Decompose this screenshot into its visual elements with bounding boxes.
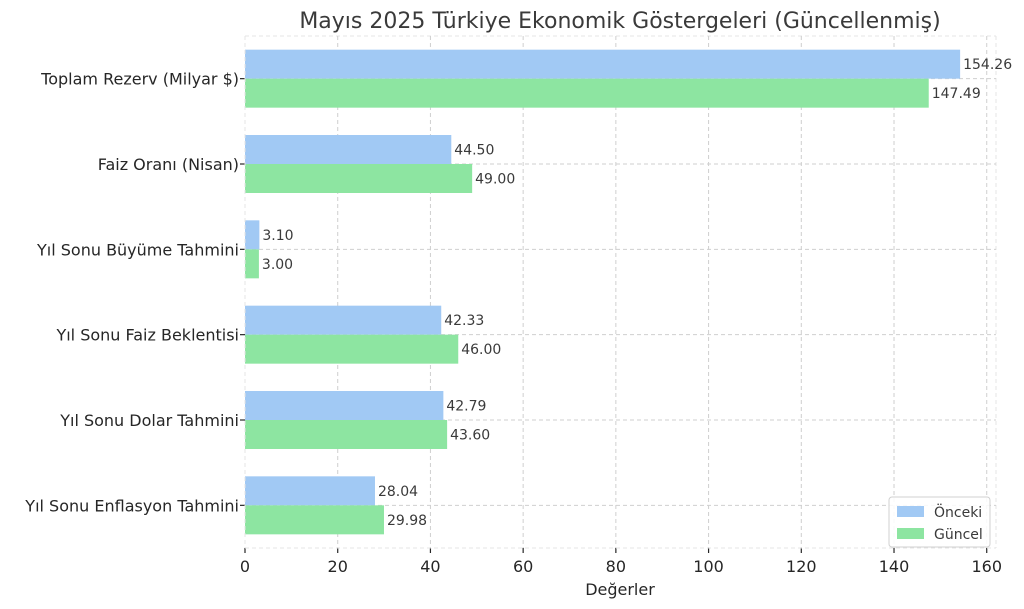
bar-value-label: 3.10 <box>262 228 293 244</box>
bar-onceki <box>245 476 375 506</box>
x-tick-label: 80 <box>606 557 626 576</box>
chart-title: Mayıs 2025 Türkiye Ekonomik Göstergeleri… <box>299 9 940 34</box>
legend-label: Güncel <box>934 527 983 543</box>
plot-area: 0 20 40 60 80 100 120 140 160 Toplam Rezerv (Mily… <box>24 35 1012 576</box>
bar-guncel <box>245 249 259 279</box>
x-axis-label: Değerler <box>585 580 655 599</box>
bar-value-label: 46.00 <box>461 342 501 358</box>
bar-value-label: 3.00 <box>262 257 293 273</box>
x-tick-label: 140 <box>879 557 910 576</box>
legend-swatch <box>897 528 924 539</box>
x-tick-label: 120 <box>786 557 817 576</box>
x-tick-label: 100 <box>693 557 724 576</box>
bar-value-label: 147.49 <box>932 86 981 102</box>
y-tick-label: Yıl Sonu Enflasyon Tahmini <box>24 496 239 515</box>
bar-value-label: 42.33 <box>444 313 484 329</box>
bar-guncel <box>245 164 473 193</box>
bar-value-label: 154.26 <box>963 57 1012 73</box>
bar-guncel <box>245 78 929 108</box>
bar-guncel <box>245 420 448 449</box>
x-tick-label: 0 <box>240 557 250 576</box>
x-tick-label: 20 <box>328 557 348 576</box>
bar-guncel <box>245 334 459 364</box>
bar-onceki <box>245 391 444 420</box>
bar-value-label: 29.98 <box>387 513 427 529</box>
bar-value-label: 44.50 <box>454 143 494 159</box>
bar-guncel <box>245 505 384 535</box>
bar-value-label: 28.04 <box>378 484 418 500</box>
legend-swatch <box>897 506 924 517</box>
x-tick-label: 60 <box>513 557 533 576</box>
legend: Önceki Güncel <box>888 496 991 548</box>
bar-value-label: 43.60 <box>450 428 490 444</box>
y-tick-label: Yıl Sonu Dolar Tahmini <box>59 411 239 430</box>
y-tick-label: Yıl Sonu Büyüme Tahmini <box>36 240 239 259</box>
bar-value-label: 49.00 <box>475 172 515 188</box>
bar-onceki <box>245 135 452 164</box>
x-tick-label: 40 <box>420 557 440 576</box>
bar-value-label: 42.79 <box>446 399 486 415</box>
bar-onceki <box>245 49 961 79</box>
y-tick-label: Faiz Oranı (Nisan) <box>98 155 239 174</box>
legend-label: Önceki <box>934 503 982 521</box>
bar-onceki <box>245 305 442 335</box>
y-tick-label: Yıl Sonu Faiz Beklentisi <box>55 326 239 345</box>
y-tick-label: Toplam Rezerv (Milyar $) <box>40 70 239 89</box>
x-tick-label: 160 <box>971 557 1002 576</box>
bar-onceki <box>245 220 260 250</box>
